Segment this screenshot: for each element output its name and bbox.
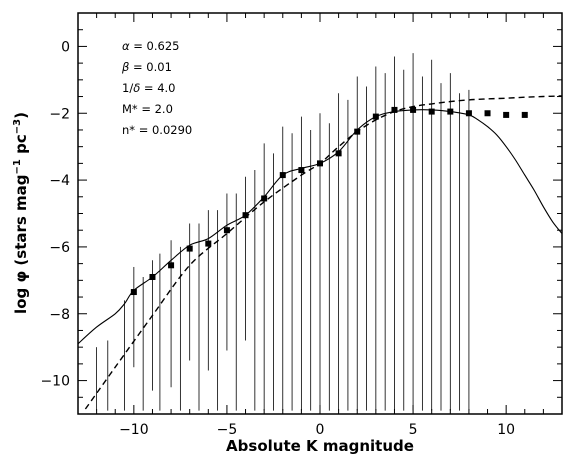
data-point: [223, 227, 230, 234]
y-axis-label: log φ (stars mag−1 pc−3): [12, 112, 30, 314]
data-point: [484, 110, 491, 117]
data-point: [391, 106, 398, 113]
data-point: [428, 108, 435, 115]
data-point: [242, 212, 249, 219]
data-point: [447, 108, 454, 115]
data-point: [186, 245, 193, 252]
data-point: [354, 128, 361, 135]
x-tick-label: 10: [497, 422, 515, 438]
y-tick-label: −10: [40, 374, 70, 390]
data-point: [279, 172, 286, 179]
y-tick-label: −8: [49, 307, 70, 323]
axis-ticks: −10 −5 0 5 10 0 −2 −4 −6 −8 −10: [40, 12, 563, 438]
data-point: [130, 289, 137, 296]
x-tick-label: 5: [409, 422, 418, 438]
x-tick-label: 0: [316, 422, 325, 438]
annotation-delta: 1/δ = 4.0: [122, 81, 176, 95]
data-point: [503, 111, 510, 118]
y-tick-label: 0: [61, 39, 70, 55]
data-point: [335, 150, 342, 157]
x-tick-label: −10: [119, 422, 149, 438]
data-point: [205, 240, 212, 247]
data-point: [410, 106, 417, 113]
data-point: [317, 160, 323, 167]
data-point: [298, 167, 305, 174]
data-point: [521, 111, 528, 118]
annotation-mstar: M* = 2.0: [122, 102, 173, 116]
y-tick-label: −4: [49, 173, 70, 189]
x-axis-label: Absolute K magnitude: [226, 437, 414, 455]
data-point: [465, 110, 472, 117]
dashed-model-curve: [84, 95, 562, 410]
y-tick-label: −6: [49, 240, 70, 256]
annotation-alpha: α = 0.625: [122, 39, 179, 53]
annotation-beta: β = 0.01: [121, 60, 172, 74]
y-tick-label: −2: [49, 106, 70, 122]
data-point: [261, 195, 268, 202]
data-point: [372, 113, 379, 120]
data-series: [78, 53, 562, 411]
parameter-annotations: α = 0.625 β = 0.01 1/δ = 4.0 M* = 2.0 n*…: [121, 39, 192, 137]
annotation-nstar: n* = 0.0290: [122, 123, 192, 137]
data-point: [149, 273, 156, 280]
x-tick-label: −5: [217, 422, 238, 438]
data-point: [168, 262, 175, 269]
